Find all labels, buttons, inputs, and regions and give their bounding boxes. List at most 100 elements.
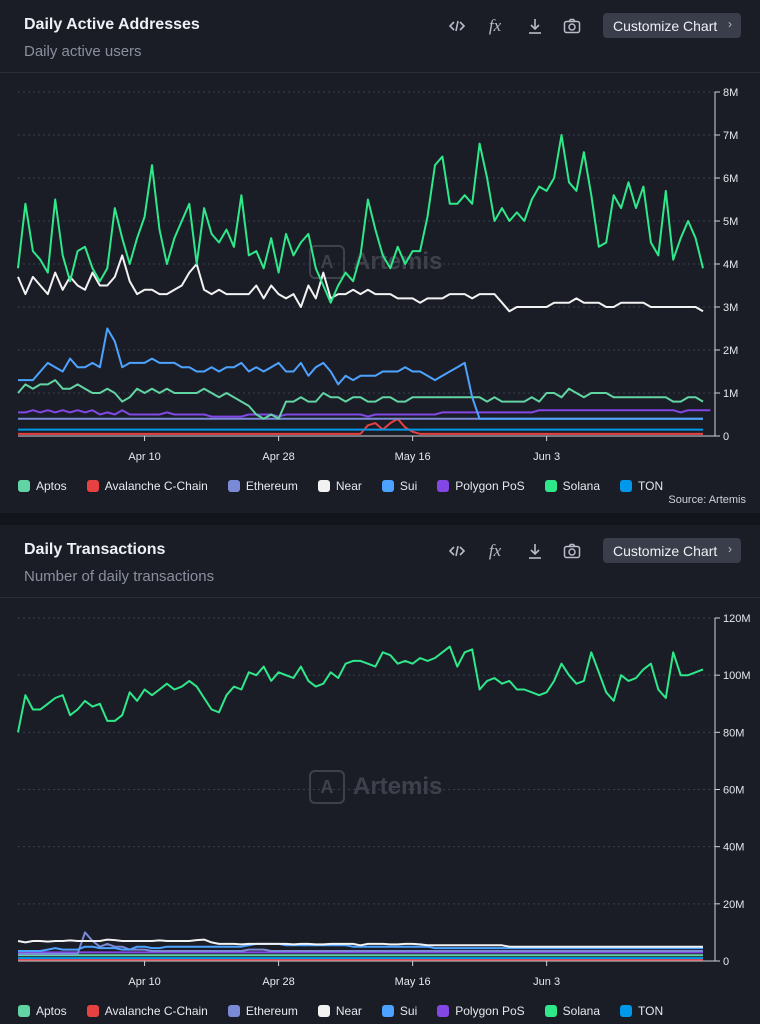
legend-item-ton[interactable]: TON <box>620 1004 663 1018</box>
legend-swatch <box>86 1005 99 1017</box>
legend-swatch <box>437 480 450 492</box>
legend-swatch <box>86 480 99 492</box>
x-tick-label: Apr 10 <box>128 451 160 463</box>
download-icon[interactable] <box>523 539 547 563</box>
legend-label: Near <box>335 479 362 493</box>
y-tick-label: 0 <box>723 431 729 443</box>
code-icon[interactable] <box>445 14 469 38</box>
series-line-polygon-pos[interactable] <box>18 409 711 418</box>
camera-icon[interactable] <box>560 539 584 563</box>
y-tick-label: 6M <box>723 173 738 185</box>
series-line-near[interactable] <box>17 938 703 948</box>
legend-swatch <box>381 480 394 492</box>
legend-swatch <box>620 1005 633 1017</box>
chart-legend: Aptos Avalanche C-Chain Ethereum Near Sui Pol… <box>18 479 683 493</box>
legend-swatch <box>18 1005 30 1017</box>
y-tick-label: 3M <box>723 302 738 314</box>
legend-label: Ethereum <box>245 479 298 493</box>
artemis-logo-icon: A <box>309 770 345 804</box>
legend-swatch <box>317 480 330 492</box>
chart-title: Daily Active Addresses <box>24 16 200 33</box>
customize-chart-button[interactable]: Customize Chart › <box>603 13 741 38</box>
legend-label: Solana <box>562 1004 601 1018</box>
chevron-right-icon: › <box>728 17 732 31</box>
customize-chart-label: Customize Chart <box>613 17 718 34</box>
legend-label: Ethereum <box>245 1004 298 1018</box>
legend-item-ethereum[interactable]: Ethereum <box>227 1004 298 1018</box>
customize-chart-button[interactable]: Customize Chart › <box>603 538 741 563</box>
y-tick-label: 2M <box>723 345 738 357</box>
legend-item-sui[interactable]: Sui <box>381 479 418 493</box>
chart-card-daily-transactions: Daily Transactions Number of daily trans… <box>0 525 760 1024</box>
y-tick-label: 100M <box>723 670 751 682</box>
camera-icon[interactable] <box>560 14 584 38</box>
legend-item-solana[interactable]: Solana <box>544 1004 601 1018</box>
x-tick-label: May 16 <box>395 451 431 463</box>
series-line-ethereum[interactable] <box>18 931 703 955</box>
legend-label: Sui <box>399 1004 418 1018</box>
legend-label: TON <box>638 1004 664 1018</box>
series-line-sui[interactable] <box>18 327 703 420</box>
legend-swatch <box>544 480 557 492</box>
legend-item-sui[interactable]: Sui <box>381 1004 418 1018</box>
legend-item-avalanche-c-chain[interactable]: Avalanche C-Chain <box>86 479 208 493</box>
legend-label: Sui <box>399 479 418 493</box>
series-line-solana[interactable] <box>17 645 704 733</box>
y-tick-label: 7M <box>723 130 738 142</box>
y-tick-label: 1M <box>723 388 738 400</box>
series-line-solana[interactable] <box>17 134 704 304</box>
legend-item-ethereum[interactable]: Ethereum <box>227 479 298 493</box>
legend-item-polygon-pos[interactable]: Polygon PoS <box>437 479 525 493</box>
legend-item-ton[interactable]: TON <box>620 479 663 493</box>
code-icon[interactable] <box>445 539 469 563</box>
chart-title: Daily Transactions <box>24 541 166 558</box>
chart-subtitle: Number of daily transactions <box>24 568 215 585</box>
artemis-watermark: A Artemis <box>309 245 442 279</box>
y-tick-label: 80M <box>723 727 744 739</box>
chart-area[interactable]: 0 1M 2M 3M 4M 5M 6M 7M 8M Apr 10 Apr 28 May 16 Jun 3 <box>0 0 760 475</box>
fx-icon[interactable]: fx <box>488 541 502 560</box>
legend-swatch <box>544 1005 557 1017</box>
y-tick-label: 120M <box>723 613 751 625</box>
legend-label: Avalanche C-Chain <box>104 479 208 493</box>
y-tick-label: 8M <box>723 87 738 99</box>
artemis-watermark: A Artemis <box>309 770 442 804</box>
y-tick-label: 40M <box>723 842 744 854</box>
legend-item-avalanche-c-chain[interactable]: Avalanche C-Chain <box>86 1004 208 1018</box>
legend-item-polygon-pos[interactable]: Polygon PoS <box>437 1004 525 1018</box>
series-line-aptos[interactable] <box>17 379 704 420</box>
x-tick-label: May 16 <box>395 976 431 988</box>
watermark-text: Artemis <box>353 773 443 800</box>
legend-label: Polygon PoS <box>455 1004 525 1018</box>
series-line-avalanche-c-chain[interactable] <box>18 417 703 435</box>
x-tick-label: Jun 3 <box>533 451 560 463</box>
chart-subtitle: Daily active users <box>24 43 142 60</box>
x-tick-label: Apr 28 <box>262 976 294 988</box>
chart-area[interactable]: 0 20M 40M 60M 80M 100M 120M Apr 10 Apr 28 May 16 J… <box>0 525 760 1000</box>
watermark-text: Artemis <box>353 248 443 275</box>
legend-swatch <box>437 1005 450 1017</box>
y-tick-label: 20M <box>723 899 744 911</box>
legend-label: Aptos <box>36 479 67 493</box>
x-tick-label: Apr 28 <box>262 451 294 463</box>
y-tick-label: 0 <box>723 956 729 968</box>
legend-item-aptos[interactable]: Aptos <box>18 1004 67 1018</box>
chart-card-active-addresses: Daily Active Addresses Daily active user… <box>0 0 760 506</box>
legend-swatch <box>381 1005 394 1017</box>
source-label: Source: Artemis <box>668 494 746 506</box>
fx-icon[interactable]: fx <box>488 16 502 35</box>
series-line-near[interactable] <box>17 254 704 313</box>
legend-label: Avalanche C-Chain <box>104 1004 208 1018</box>
legend-item-aptos[interactable]: Aptos <box>18 479 67 493</box>
legend-label: TON <box>638 479 664 493</box>
download-icon[interactable] <box>523 14 547 38</box>
legend-item-near[interactable]: Near <box>317 479 362 493</box>
legend-swatch <box>227 480 240 492</box>
legend-item-near[interactable]: Near <box>317 1004 362 1018</box>
legend-item-solana[interactable]: Solana <box>544 479 600 493</box>
y-tick-label: 4M <box>723 259 738 271</box>
chart-header: Daily Transactions Number of daily trans… <box>0 525 760 598</box>
legend-label: Polygon PoS <box>455 479 525 493</box>
series-line-sui[interactable] <box>18 942 703 952</box>
legend-label: Aptos <box>36 1004 67 1018</box>
